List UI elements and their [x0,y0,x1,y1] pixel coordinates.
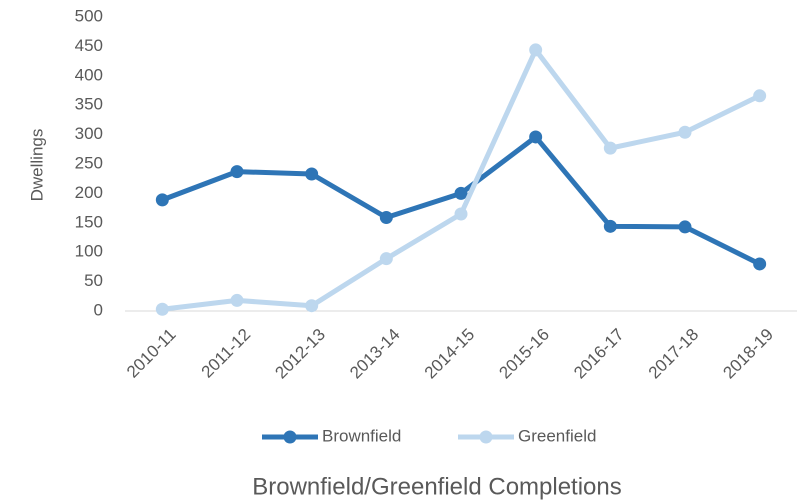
legend-label: Greenfield [518,426,596,445]
series-line [162,47,761,312]
data-point [753,257,767,271]
y-tick-label: 200 [75,183,103,202]
data-point [230,165,244,179]
y-tick-label: 100 [75,242,103,261]
y-tick-label: 400 [75,65,103,84]
data-point [603,141,617,155]
data-point [379,211,393,225]
x-tick-label: 2015-16 [495,325,553,383]
y-tick-label: 350 [75,95,103,114]
x-tick-label: 2011-12 [198,325,255,382]
data-point [379,252,393,266]
x-tick-label: 2012-13 [271,325,329,383]
data-point [305,299,319,313]
data-point [454,207,468,221]
x-tick-label: 2013-14 [346,325,404,383]
x-tick-label: 2010-11 [123,325,180,382]
data-point [529,130,543,144]
x-tick-label: 2016-17 [570,325,628,383]
data-point [753,89,767,103]
data-point [305,167,319,181]
x-tick-label: 2018-19 [719,325,777,383]
y-tick-label: 500 [75,6,103,25]
y-tick-label: 250 [75,153,103,172]
data-point [155,193,169,207]
y-tick-label: 50 [84,271,103,290]
x-tick-label: 2017-18 [645,325,703,383]
data-point [454,186,468,200]
data-point [230,293,244,307]
legend-marker [479,430,493,444]
legend-marker [283,430,297,444]
data-point [155,302,169,316]
y-tick-label: 150 [75,212,103,231]
data-point [603,219,617,233]
legend-label: Brownfield [322,426,401,445]
y-tick-label: 0 [94,300,103,319]
series-line [161,134,761,267]
y-tick-label: 300 [75,124,103,143]
y-tick-label: 450 [75,36,103,55]
chart-title: Brownfield/Greenfield Completions [252,473,622,500]
data-point [678,220,692,234]
data-point [678,125,692,139]
data-point [529,43,543,57]
y-axis-title: Dwellings [27,129,46,202]
x-tick-label: 2014-15 [421,325,479,383]
